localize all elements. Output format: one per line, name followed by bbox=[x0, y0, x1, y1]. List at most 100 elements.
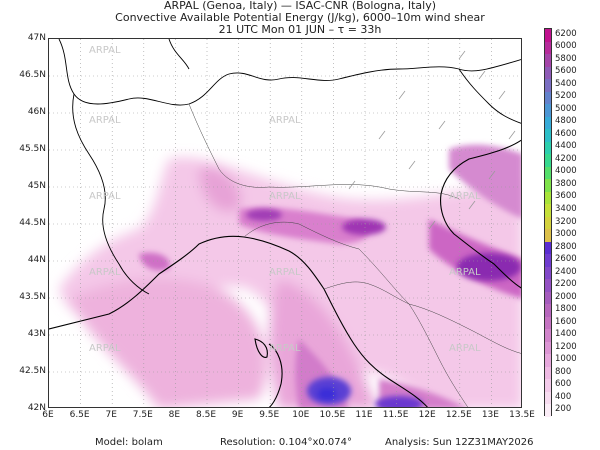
colorbar-label: 5200 bbox=[555, 91, 577, 102]
colorbar-segment bbox=[545, 341, 551, 355]
colorbar-segment bbox=[545, 316, 551, 330]
watermark: ARPAL bbox=[269, 115, 301, 126]
colorbar-segment bbox=[545, 279, 551, 293]
watermark: ARPAL bbox=[269, 343, 301, 354]
colorbar-segment bbox=[545, 216, 551, 230]
colorbar-label: 400 bbox=[555, 391, 572, 402]
colorbar-label: 3000 bbox=[555, 229, 577, 240]
colorbar-segment bbox=[545, 191, 551, 205]
colorbar-label: 800 bbox=[555, 366, 572, 377]
country-borders bbox=[58, 39, 521, 295]
lon-label: 7E bbox=[105, 410, 117, 420]
coastlines bbox=[49, 139, 521, 407]
lat-label: 43.5N bbox=[19, 292, 46, 302]
colorbar-label: 1200 bbox=[555, 341, 577, 352]
colorbar-label: 3800 bbox=[555, 178, 577, 189]
title-line-1: ARPAL (Genoa, Italy) — ISAC-CNR (Bologna… bbox=[163, 0, 437, 12]
colorbar-label: 2800 bbox=[555, 241, 577, 252]
colorbar-label: 2400 bbox=[555, 266, 577, 277]
colorbar-segment bbox=[545, 266, 551, 280]
resolution-info: Resolution: 0.104°x0.074° bbox=[220, 437, 352, 448]
colorbar-segment bbox=[545, 304, 551, 318]
colorbar-segment bbox=[545, 29, 551, 43]
lon-label: 13E bbox=[481, 410, 499, 420]
colorbar-segment bbox=[545, 354, 551, 368]
lon-label: 6E bbox=[42, 410, 54, 420]
colorbar-label: 1600 bbox=[555, 316, 577, 327]
colorbar-segment bbox=[545, 91, 551, 105]
colorbar-segment bbox=[545, 104, 551, 118]
watermark: ARPAL bbox=[89, 115, 121, 126]
colorbar-label: 2000 bbox=[555, 291, 577, 302]
colorbar-segment bbox=[545, 66, 551, 80]
colorbar-segment bbox=[545, 154, 551, 168]
lon-label: 6.5E bbox=[69, 410, 90, 420]
title-line-3: 21 UTC Mon 01 JUN – τ = 33h bbox=[218, 23, 382, 36]
colorbar-label: 4000 bbox=[555, 166, 577, 177]
lon-label: 12.5E bbox=[445, 410, 472, 420]
colorbar-segment bbox=[545, 204, 551, 218]
colorbar-segment bbox=[545, 129, 551, 143]
lat-label: 45.5N bbox=[19, 144, 46, 154]
watermark: ARPAL bbox=[449, 191, 481, 202]
watermark: ARPAL bbox=[449, 267, 481, 278]
colorbar-segment bbox=[545, 41, 551, 55]
colorbar-label: 4600 bbox=[555, 128, 577, 139]
cape-map: ARPAL ARPAL ARPAL ARPAL ARPAL ARPAL ARPA… bbox=[49, 39, 521, 407]
lat-label: 47N bbox=[27, 33, 46, 43]
watermark: ARPAL bbox=[89, 191, 121, 202]
lon-label: 9E bbox=[231, 410, 244, 420]
model-value: bolam bbox=[131, 437, 163, 448]
analysis-label: Analysis: bbox=[385, 437, 430, 448]
watermark: ARPAL bbox=[269, 267, 301, 278]
model-label: Model: bbox=[95, 437, 129, 448]
lon-label: 11E bbox=[355, 410, 373, 420]
colorbar-label: 5400 bbox=[555, 78, 577, 89]
lat-label: 45N bbox=[27, 181, 46, 191]
colorbar-label: 600 bbox=[555, 379, 572, 390]
colorbar-segment bbox=[545, 329, 551, 343]
colorbar-segment bbox=[545, 141, 551, 155]
colorbar-label: 3600 bbox=[555, 191, 577, 202]
colorbar-label: 200 bbox=[555, 404, 572, 415]
colorbar-label: 6200 bbox=[555, 28, 577, 39]
map-panel[interactable]: ARPAL ARPAL ARPAL ARPAL ARPAL ARPAL ARPA… bbox=[48, 38, 522, 408]
lat-label: 42.5N bbox=[19, 366, 46, 376]
colorbar-label: 5000 bbox=[555, 103, 577, 114]
colorbar-label: 6000 bbox=[555, 41, 577, 52]
colorbar-label: 1000 bbox=[555, 354, 577, 365]
colorbar-label: 2600 bbox=[555, 254, 577, 265]
watermark: ARPAL bbox=[89, 267, 121, 278]
watermark: ARPAL bbox=[449, 343, 481, 354]
lon-label: 13.5E bbox=[509, 410, 535, 420]
colorbar-label: 5600 bbox=[555, 66, 577, 77]
cape-field-low bbox=[59, 157, 521, 407]
resolution-value: 0.104°x0.074° bbox=[278, 437, 352, 448]
colorbar-segment bbox=[545, 241, 551, 255]
watermark: ARPAL bbox=[89, 45, 121, 56]
colorbar-label: 5800 bbox=[555, 53, 577, 64]
title-block: ARPAL (Genoa, Italy) — ISAC-CNR (Bologna… bbox=[0, 0, 600, 36]
colorbar-label: 4400 bbox=[555, 141, 577, 152]
colorbar bbox=[544, 28, 552, 418]
colorbar-segment bbox=[545, 404, 551, 418]
colorbar-label: 2200 bbox=[555, 279, 577, 290]
colorbar-segment bbox=[545, 291, 551, 305]
lon-label: 7.5E bbox=[132, 410, 153, 420]
lon-label: 10.5E bbox=[319, 410, 346, 420]
colorbar-label: 4200 bbox=[555, 153, 577, 164]
colorbar-label: 3200 bbox=[555, 216, 577, 227]
watermarks: ARPAL ARPAL ARPAL ARPAL ARPAL ARPAL ARPA… bbox=[89, 45, 481, 354]
lat-label: 44.5N bbox=[19, 218, 46, 228]
lon-label: 8.5E bbox=[196, 410, 216, 420]
colorbar-label: 3400 bbox=[555, 203, 577, 214]
lat-label: 46.5N bbox=[19, 70, 46, 80]
resolution-label: Resolution: bbox=[220, 437, 276, 448]
colorbar-segment bbox=[545, 179, 551, 193]
colorbar-segment bbox=[545, 391, 551, 405]
lat-label: 42N bbox=[27, 403, 46, 413]
colorbar-segment bbox=[545, 79, 551, 93]
colorbar-segment bbox=[545, 254, 551, 268]
lon-label: 10E bbox=[292, 410, 310, 420]
lon-label: 11.5E bbox=[382, 410, 409, 420]
